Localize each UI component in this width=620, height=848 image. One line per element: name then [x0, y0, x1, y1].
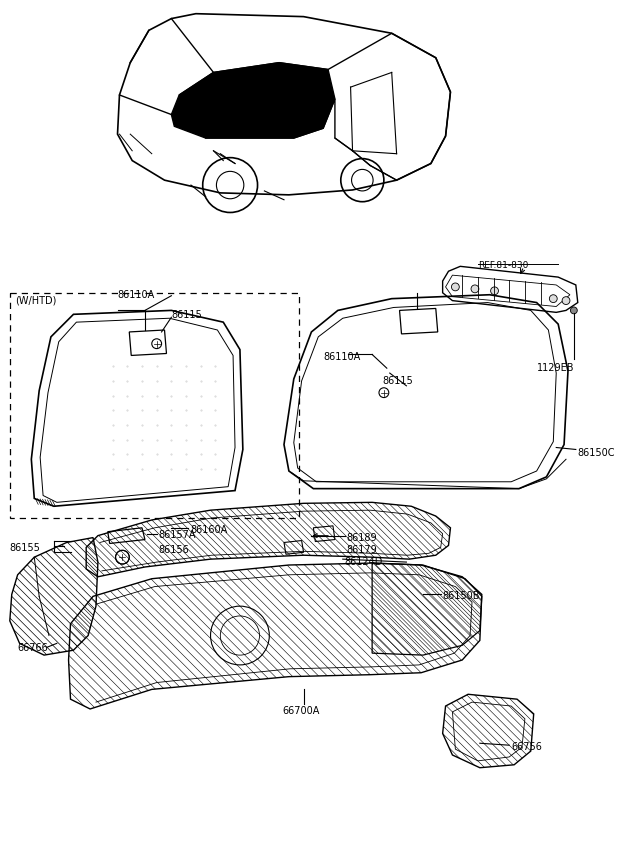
- Text: 86150B: 86150B: [443, 591, 480, 601]
- Text: (W/HTD): (W/HTD): [15, 296, 56, 306]
- Text: 86124D: 86124D: [345, 557, 383, 567]
- Text: 86150C: 86150C: [578, 448, 615, 458]
- Circle shape: [562, 297, 570, 304]
- Text: 66700A: 66700A: [282, 706, 319, 716]
- Text: 86115: 86115: [382, 376, 413, 386]
- Text: 86156: 86156: [159, 545, 189, 555]
- Text: 1129EB: 1129EB: [537, 363, 574, 373]
- Circle shape: [549, 295, 557, 303]
- Polygon shape: [171, 63, 335, 138]
- Text: 66756: 66756: [511, 742, 542, 752]
- Text: 86110A: 86110A: [118, 290, 155, 300]
- Circle shape: [490, 287, 498, 295]
- Text: 86160A: 86160A: [190, 525, 227, 535]
- Text: 86157A: 86157A: [159, 530, 196, 540]
- Text: 66766: 66766: [17, 644, 48, 653]
- Text: 86115: 86115: [171, 310, 202, 321]
- Bar: [10, 293, 299, 518]
- Circle shape: [451, 283, 459, 291]
- Text: 86189: 86189: [347, 533, 378, 543]
- Text: 86110A: 86110A: [323, 352, 360, 361]
- Text: 86179: 86179: [347, 545, 378, 555]
- Circle shape: [471, 285, 479, 293]
- Circle shape: [570, 307, 577, 314]
- Text: REF.81-830: REF.81-830: [478, 261, 528, 271]
- Text: 86155: 86155: [10, 544, 41, 554]
